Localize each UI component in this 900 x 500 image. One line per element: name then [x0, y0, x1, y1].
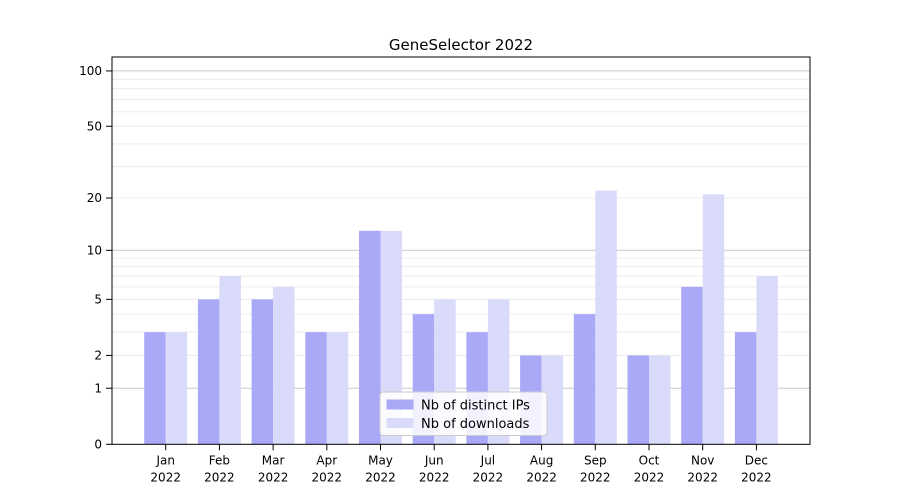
- y-tick-label: 20: [87, 191, 102, 205]
- legend-label: Nb of downloads: [421, 417, 530, 432]
- x-tick-label-year: 2022: [312, 471, 343, 485]
- bar-downloads: [595, 190, 617, 445]
- y-axis: 0 1 2 5 10 20 50 100: [79, 64, 112, 452]
- bar-downloads: [649, 355, 671, 445]
- x-tick-label-month: Jan: [155, 454, 175, 468]
- bar-downloads: [702, 194, 725, 445]
- y-tick-label: 0: [94, 438, 102, 452]
- x-tick-label-month: Mar: [262, 454, 285, 468]
- bar-distinct-ips: [681, 286, 703, 445]
- bar-distinct-ips: [734, 332, 757, 445]
- y-tick-label: 100: [79, 64, 102, 78]
- legend-swatch: [386, 418, 414, 428]
- bar-downloads: [326, 332, 349, 445]
- y-tick-label: 50: [87, 119, 102, 133]
- x-tick-label-year: 2022: [150, 471, 181, 485]
- x-tick-label-year: 2022: [204, 471, 235, 485]
- y-tick-label: 1: [94, 381, 102, 395]
- x-tick-label-month: Feb: [209, 454, 230, 468]
- legend-box: [379, 391, 548, 436]
- bar-downloads: [380, 230, 402, 445]
- x-tick-label-year: 2022: [365, 471, 396, 485]
- x-tick-label-year: 2022: [634, 471, 665, 485]
- x-tick-label-month: May: [368, 454, 393, 468]
- bar-distinct-ips: [251, 299, 274, 445]
- x-tick-label-month: Jun: [424, 454, 444, 468]
- x-tick-label-month: Apr: [316, 454, 337, 468]
- bar-distinct-ips: [573, 314, 596, 445]
- x-tick-label-year: 2022: [526, 471, 557, 485]
- x-tick-label-year: 2022: [419, 471, 450, 485]
- x-tick-label-year: 2022: [258, 471, 289, 485]
- x-tick-label-year: 2022: [580, 471, 611, 485]
- bar-downloads: [756, 276, 778, 445]
- bar-downloads: [219, 276, 241, 445]
- bar-downloads: [165, 332, 188, 445]
- bar-distinct-ips: [359, 230, 381, 445]
- x-tick-label-year: 2022: [473, 471, 504, 485]
- bar-distinct-ips: [197, 299, 220, 445]
- x-tick-label-year: 2022: [687, 471, 718, 485]
- x-tick-label-month: Dec: [745, 454, 768, 468]
- chart-title: GeneSelector 2022: [389, 36, 533, 54]
- bar-distinct-ips: [627, 355, 649, 445]
- x-tick-label-month: Nov: [691, 454, 714, 468]
- bar-downloads: [273, 286, 295, 445]
- y-tick-label: 10: [87, 244, 102, 258]
- legend-swatch: [386, 399, 414, 410]
- x-axis: Jan 2022 Feb 2022 Mar 2022 Apr 2022 May 2022 Jun 20…: [150, 444, 772, 485]
- y-tick-label: 5: [94, 293, 102, 307]
- legend: Nb of distinct IPs Nb of downloads: [379, 391, 548, 436]
- bar-distinct-ips: [305, 332, 327, 445]
- bar-distinct-ips: [144, 332, 166, 445]
- x-tick-label-month: Sep: [584, 454, 607, 468]
- x-tick-label-month: Jul: [480, 454, 495, 468]
- y-tick-label: 2: [94, 349, 102, 363]
- x-tick-label-month: Aug: [530, 454, 553, 468]
- x-tick-label-year: 2022: [741, 471, 772, 485]
- x-tick-label-month: Oct: [639, 454, 660, 468]
- legend-label: Nb of distinct IPs: [421, 398, 530, 413]
